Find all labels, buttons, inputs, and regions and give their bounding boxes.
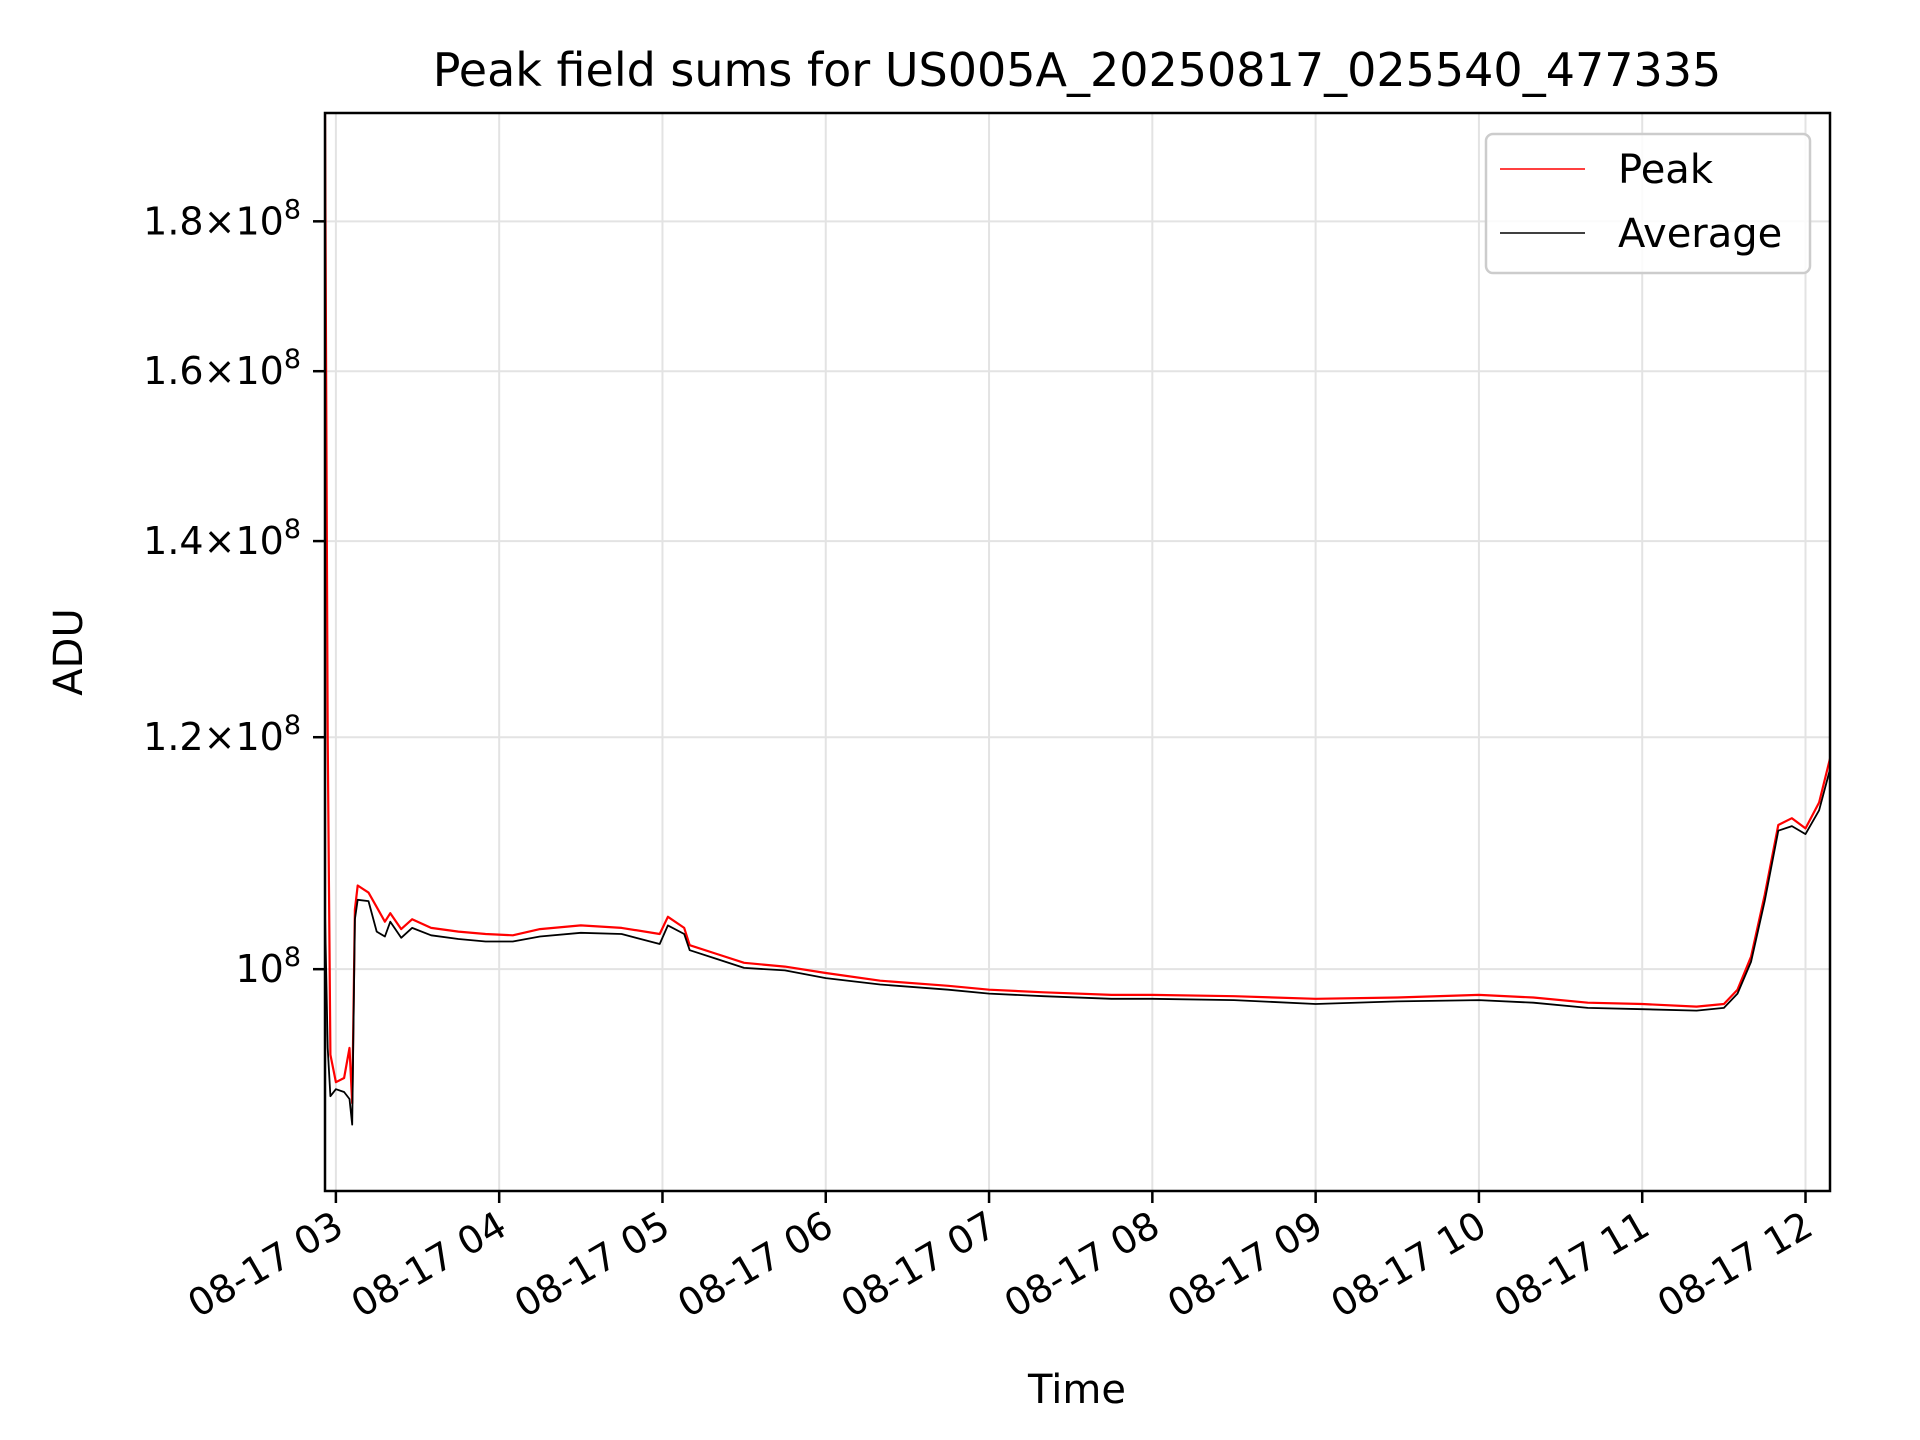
legend: Peak Average (1484, 132, 1812, 275)
series-line-peak (325, 113, 1830, 1105)
y-tick-label: 1.4×108 (143, 514, 301, 563)
grid (325, 113, 1830, 1191)
x-axis-label: Time (1027, 1367, 1126, 1413)
plot-frame (323, 111, 1832, 1193)
chart-title: Peak field sums for US005A_20250817_0255… (433, 43, 1722, 97)
y-axis-ticks: 108 1.2×108 1.4×108 1.6×108 1.8×108 (143, 194, 325, 991)
legend-label-peak: Peak (1618, 147, 1714, 193)
y-tick-label: 1.2×108 (143, 710, 301, 759)
y-tick-label: 1.6×108 (143, 344, 301, 393)
y-tick-label: 108 (235, 942, 301, 991)
legend-label-average: Average (1618, 211, 1782, 257)
series-layer (325, 113, 1830, 1126)
y-tick-label: 1.8×108 (143, 194, 301, 243)
y-axis-label: ADU (46, 608, 92, 695)
series-line-average (325, 769, 1830, 1126)
